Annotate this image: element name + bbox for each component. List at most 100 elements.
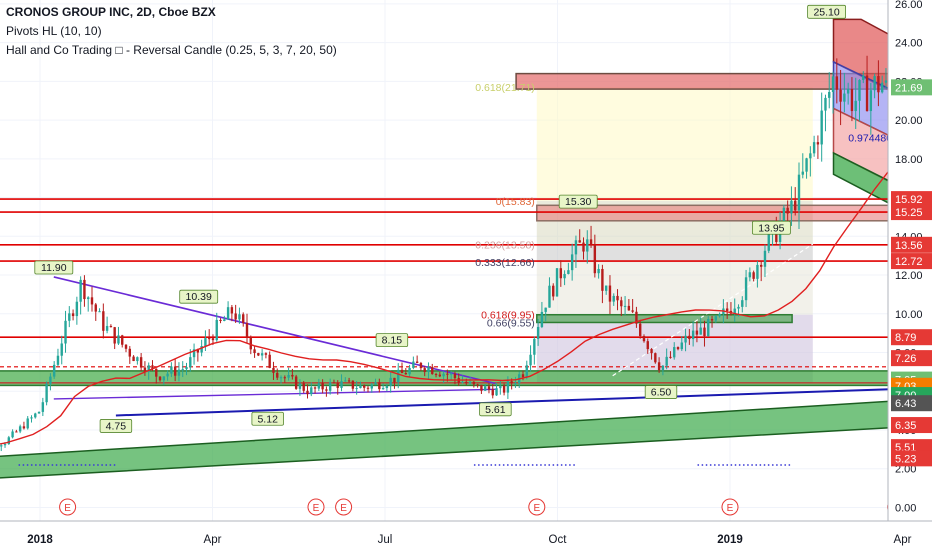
signal-dot	[573, 464, 575, 466]
candle-body	[155, 369, 157, 377]
candle-body	[548, 286, 550, 308]
candle-body	[541, 312, 543, 327]
pivot-label: 25.10	[813, 6, 839, 18]
candle-body	[64, 321, 66, 344]
candle-body	[234, 313, 236, 319]
signal-dot	[490, 464, 492, 466]
candle-body	[45, 384, 47, 402]
candle-body	[609, 286, 611, 302]
fib-zone-yellow[interactable]	[537, 87, 813, 201]
pivot-label: 13.95	[758, 222, 784, 234]
signal-dot	[561, 464, 563, 466]
signal-dot	[109, 464, 111, 466]
candle-body	[847, 89, 849, 93]
candle-body	[707, 319, 709, 336]
signal-dot	[552, 464, 554, 466]
candle-body	[204, 338, 206, 346]
pivot-label: 8.15	[382, 335, 403, 347]
candle-body	[38, 412, 40, 414]
signal-dot	[478, 464, 480, 466]
candle-body	[809, 153, 811, 158]
earnings-marker-label: E	[727, 503, 734, 514]
candle-body	[866, 76, 868, 112]
signal-dot	[565, 464, 567, 466]
candle-body	[741, 300, 743, 307]
candle-body	[484, 386, 486, 391]
candle-body	[677, 347, 679, 349]
fib-zone-gray[interactable]	[537, 244, 813, 262]
earnings-marker-label: E	[340, 503, 347, 514]
candle-body	[715, 316, 717, 320]
time-tick-label: Oct	[549, 534, 568, 546]
candle-body	[140, 357, 142, 367]
signal-dot	[540, 464, 542, 466]
candle-body	[582, 243, 584, 252]
candle-body	[628, 306, 630, 310]
indicator-reversal-candle[interactable]: Hall and Co Trading □ - Reversal Candle …	[6, 43, 337, 57]
candle-body	[185, 367, 187, 369]
candle-body	[49, 377, 51, 384]
price-badge-label: 6.43	[895, 398, 916, 410]
price-axis: 0.002.004.006.008.0010.0012.0014.0016.00…	[888, 0, 932, 550]
candle-body	[832, 76, 834, 92]
signal-dot	[486, 464, 488, 466]
price-tick-label: 0.00	[895, 502, 916, 514]
candle-body	[79, 280, 81, 302]
candle-body	[113, 327, 115, 343]
candle-body	[30, 417, 32, 418]
candle-body	[163, 376, 165, 380]
candle-body	[250, 337, 252, 349]
candle-body	[8, 437, 10, 444]
time-tick-label: Apr	[204, 534, 222, 546]
candle-body	[318, 383, 320, 388]
support-box-green[interactable]	[537, 315, 792, 323]
candle-body	[401, 370, 403, 373]
price-badge-label: 8.79	[895, 332, 916, 344]
signal-dot	[702, 464, 704, 466]
signal-dot	[31, 464, 33, 466]
candle-body	[442, 374, 444, 377]
candle-body	[786, 208, 788, 214]
candle-body	[764, 251, 766, 267]
candle-body	[658, 362, 660, 370]
candle-body	[480, 385, 482, 391]
candle-body	[696, 331, 698, 335]
candle-body	[27, 418, 29, 428]
indicator-pivots[interactable]: Pivots HL (10, 10)	[6, 24, 102, 38]
candle-body	[291, 375, 293, 376]
fib-zone-light[interactable]	[537, 262, 813, 314]
candle-body	[352, 381, 354, 389]
candle-body	[503, 386, 505, 393]
time-tick-label: 2018	[27, 534, 53, 546]
candle-body	[42, 402, 44, 412]
candle-body	[476, 384, 478, 385]
signal-dot	[515, 464, 517, 466]
price-tick-label: 18.00	[895, 154, 923, 166]
candle-body	[216, 320, 218, 340]
candle-body	[284, 377, 286, 378]
signal-dot	[474, 464, 476, 466]
candle-body	[223, 319, 225, 321]
signal-dot	[482, 464, 484, 466]
candle-body	[238, 314, 240, 319]
signal-dot	[18, 464, 20, 466]
candle-body	[378, 382, 380, 389]
candle-body	[355, 388, 357, 389]
candle-body	[348, 380, 350, 381]
candle-body	[802, 172, 804, 175]
signal-dot	[64, 464, 66, 466]
signal-dot	[536, 464, 538, 466]
candle-body	[178, 370, 180, 376]
candle-body	[431, 367, 433, 374]
signal-dot	[35, 464, 37, 466]
signal-dot	[743, 464, 745, 466]
candle-body	[703, 328, 705, 337]
candle-body	[110, 326, 112, 327]
candle-body	[749, 272, 751, 277]
candle-body	[639, 324, 641, 336]
candle-body	[828, 92, 830, 98]
candle-body	[117, 335, 119, 343]
candle-body	[423, 368, 425, 372]
